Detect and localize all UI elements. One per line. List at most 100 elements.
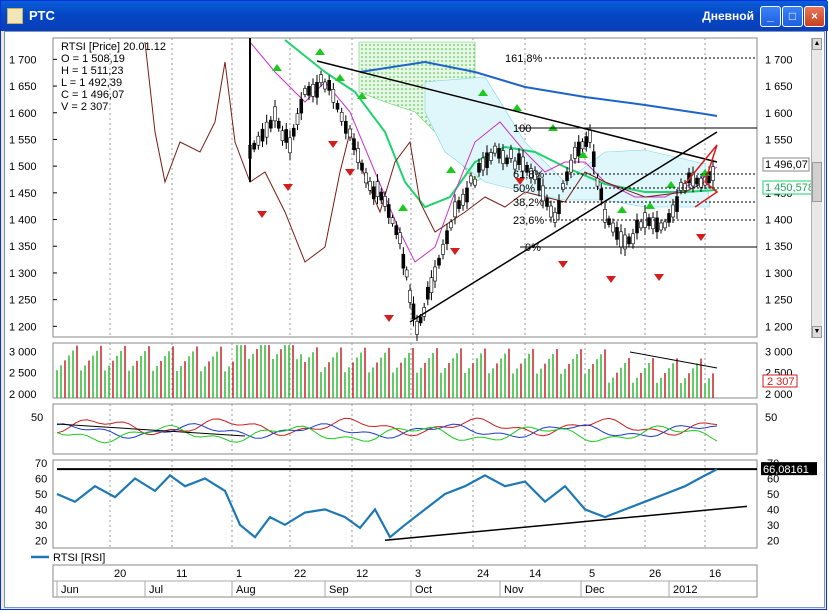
rsi-line (56, 468, 718, 539)
volume-trendline (629, 351, 718, 369)
x-axis-day-label: 14 (529, 568, 541, 580)
price-candle-body (588, 129, 592, 143)
price-candle-body (311, 84, 315, 97)
fractal-up-marker (645, 202, 655, 209)
fractal-down-marker (696, 234, 706, 241)
rsi-axis-label-right: 40 (767, 504, 779, 516)
price-candle-body (453, 201, 457, 218)
price-candle-body (307, 86, 311, 96)
price-candle-body (401, 253, 406, 269)
x-axis-month-label: Oct (415, 584, 432, 596)
oscillator-axis-label-left: 50 (31, 412, 43, 424)
price-candle-body (557, 200, 561, 215)
price-candle-body (647, 217, 651, 226)
title-bar[interactable]: РТС Дневной _ □ × (1, 1, 828, 31)
price-candle-body (497, 148, 501, 159)
price-axis-label-left: 1 700 (9, 54, 37, 66)
price-candle-body (469, 175, 473, 184)
price-axis-label-left: 1 500 (9, 161, 37, 173)
price-candle-body (273, 106, 277, 122)
price-candle-body (457, 200, 461, 209)
price-candle-body (398, 232, 402, 245)
price-candle-body (537, 177, 541, 191)
fractal-down-marker (558, 261, 568, 268)
scroll-thumb[interactable] (812, 162, 822, 202)
price-candle-body (631, 233, 635, 245)
price-candle-body (288, 137, 292, 154)
price-candle-body (327, 80, 331, 91)
price-candle-body (315, 81, 319, 98)
price-candle-body (252, 142, 256, 150)
maximize-button[interactable]: □ (782, 6, 803, 27)
fib-level-label: 0% (525, 242, 541, 254)
price-candle-body (394, 225, 399, 236)
price-candle-body (445, 230, 449, 244)
price-candle-body (549, 205, 553, 218)
price-candle-body (513, 160, 517, 170)
rsi-axis-label-left: 70 (35, 458, 47, 470)
close-button[interactable]: × (804, 6, 825, 27)
price-candle-body (433, 266, 437, 282)
fractal-up-marker (315, 48, 325, 55)
x-axis-month-label: Jul (149, 584, 163, 596)
price-candle-body (659, 222, 663, 231)
price-axis-label-left: 1 200 (9, 321, 37, 333)
price-axis-label-right: 1 250 (765, 295, 793, 307)
price-axis-label-left: 1 400 (9, 215, 37, 227)
price-candle-body (627, 236, 631, 245)
x-axis-month-label: Jun (61, 584, 79, 596)
price-candle-body (375, 181, 380, 197)
resistance-trendline (316, 60, 718, 163)
price-candle-body (360, 162, 364, 171)
price-candle-body (473, 178, 477, 186)
fractal-up-marker (578, 151, 588, 158)
price-candle-body (404, 269, 409, 278)
window-title: РТС (29, 8, 55, 23)
rsi-panel[interactable] (52, 459, 758, 549)
price-candle-body (671, 204, 675, 218)
x-axis-month-label: 2012 (673, 584, 697, 596)
price-candle-body (573, 146, 577, 159)
price-candle-body (584, 136, 589, 147)
fib-level-label: 61,8% (513, 169, 544, 181)
price-axis-label-left: 1 450 (9, 188, 37, 200)
price-scrollbar[interactable]: ▲ ▼ (811, 38, 822, 338)
fractal-down-marker (515, 178, 525, 185)
price-candle-body (525, 165, 529, 173)
price-candle-body (533, 170, 537, 181)
fractal-down-marker (606, 276, 616, 283)
price-candle-body (344, 121, 348, 134)
scroll-up-button[interactable]: ▲ (812, 38, 822, 50)
x-axis-day-label: 5 (589, 568, 595, 580)
x-axis-day-label: 16 (709, 568, 721, 580)
x-axis-month-label: Sep (329, 584, 349, 596)
ohlc-legend-line: H = 1 511,23 (61, 65, 123, 77)
fractal-up-marker (335, 74, 345, 81)
scroll-down-button[interactable]: ▼ (812, 326, 822, 338)
price-candle-body (256, 135, 261, 146)
price-candle-body (595, 177, 600, 187)
fractal-down-marker (654, 274, 664, 281)
price-candle-body (371, 186, 376, 200)
price-candle-body (339, 112, 344, 122)
price-candle-body (335, 103, 340, 110)
app-icon (7, 8, 23, 24)
minimize-button[interactable]: _ (760, 6, 781, 27)
price-axis-label-left: 1 650 (9, 81, 37, 93)
price-candle-body (501, 150, 505, 164)
price-axis-label-left: 1 300 (9, 268, 37, 280)
price-candle-body (683, 183, 687, 191)
rsi-axis-label-left: 50 (35, 489, 47, 501)
price-candle-body (623, 234, 627, 250)
price-candle-body (461, 193, 465, 206)
price-candle-body (356, 148, 360, 163)
fractal-down-marker (450, 248, 460, 255)
oscillator-panel[interactable] (52, 403, 758, 455)
fractal-down-marker (257, 211, 267, 218)
rsi-legend-label: RTSI [RSI] (53, 552, 105, 564)
price-candle-body (408, 290, 412, 303)
price-candle-body (695, 177, 699, 185)
price-candle-body (386, 204, 391, 218)
rsi-axis-label-left: 40 (35, 504, 47, 516)
